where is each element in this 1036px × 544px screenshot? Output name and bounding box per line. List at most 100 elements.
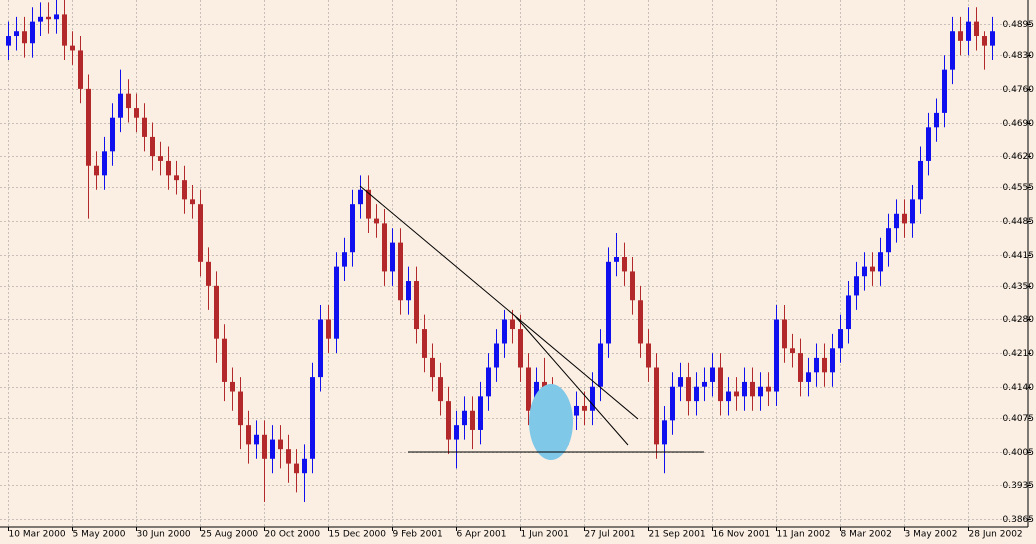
candle-body [270,439,275,459]
candle-body [622,257,627,272]
x-tick-label: 3 May 2002 [905,530,958,540]
y-tick-label: 0.4760 [1003,85,1035,95]
y-tick-label: 0.4210 [1003,349,1035,359]
candle-body [654,367,659,445]
candle-body [678,377,683,387]
y-tick-label: 0.4350 [1003,282,1035,292]
candle-body [38,16,43,22]
candle-body [246,425,251,445]
y-tick-label: 0.4485 [1003,217,1035,227]
candle-body [230,381,235,392]
candle-body [374,218,379,224]
candle-body [934,112,939,128]
y-tick-label: 0.3935 [1003,481,1035,491]
candle-body [774,319,779,392]
candle-body [390,242,395,272]
candle-body [150,136,155,157]
candle-body [742,381,747,397]
candle-body [214,285,219,339]
y-tick-label: 0.4830 [1003,51,1035,61]
candle-body [510,319,515,330]
candle-body [382,223,387,272]
candle-body [366,189,371,219]
candle-body [414,281,419,330]
x-tick-label: 10 Mar 2000 [9,530,66,540]
candle-body [86,88,91,166]
candle-body [102,151,107,176]
y-tick-label: 0.4075 [1003,414,1035,424]
candle-body [526,367,531,411]
candle-body [710,367,715,382]
candle-body [446,401,451,440]
candle-body [862,266,867,277]
x-tick-label: 8 Mar 2002 [841,530,892,540]
candle-body [598,343,603,387]
candle-body [798,353,803,382]
y-tick-label: 0.4555 [1003,183,1035,193]
candle-body [878,252,883,272]
x-tick-label: 15 Dec 2000 [329,530,387,540]
candle-body [54,14,59,20]
candle-body [278,439,283,450]
candle-body [766,386,771,392]
candle-body [990,31,995,46]
candle-body [470,410,475,430]
candle-body [718,367,723,402]
x-tick-label: 28 Jun 2002 [969,530,1023,540]
candle-body [14,31,19,37]
candle-body [638,300,643,344]
candle-body [78,50,83,89]
x-tick-label: 20 Oct 2000 [265,530,321,540]
candle-body [430,357,435,378]
candle-body [838,329,843,349]
candle-body [614,257,619,262]
trend-line [359,185,639,420]
candle-body [886,228,891,253]
candle-body [174,175,179,181]
candle-body [110,117,115,152]
candle-body [478,396,483,430]
candle-body [350,204,355,253]
candle-body [806,372,811,382]
y-tick-label: 0.4005 [1003,448,1035,458]
x-tick-label: 1 Jun 2001 [521,530,569,540]
candle-body [670,386,675,421]
candle-body [486,367,491,397]
candle-body [950,31,955,70]
candle-body [958,31,963,41]
candle-body [518,329,523,368]
candle-body [254,434,259,445]
candles [6,0,995,503]
candle-body [974,21,979,37]
candle-body [454,425,459,440]
candle-body [358,189,363,205]
candle-body [182,180,187,200]
x-tick-label: 21 Sep 2001 [649,530,706,540]
candle-body [918,160,923,200]
candle-body [750,381,755,397]
candle-body [686,377,691,402]
candle-body [902,213,907,224]
candle-body [22,31,27,44]
candle-body [846,295,851,330]
candle-body [502,319,507,344]
candle-body [398,242,403,301]
candle-body [326,319,331,339]
candle-body [198,204,203,262]
candle-body [134,108,139,118]
x-tick-label: 27 Jul 2001 [585,530,636,540]
y-tick-label: 0.4690 [1003,119,1035,129]
candle-body [590,386,595,411]
candle-body [630,271,635,301]
y-tick-label: 0.4895 [1003,20,1035,30]
candle-body [422,329,427,358]
candle-body [46,16,51,20]
candle-body [582,405,587,411]
candle-body [894,213,899,229]
candle-body [406,281,411,301]
x-tick-label: 9 Feb 2001 [393,530,443,540]
candle-body [62,14,67,46]
candle-body [238,391,243,426]
y-tick-label: 0.4280 [1003,315,1035,325]
